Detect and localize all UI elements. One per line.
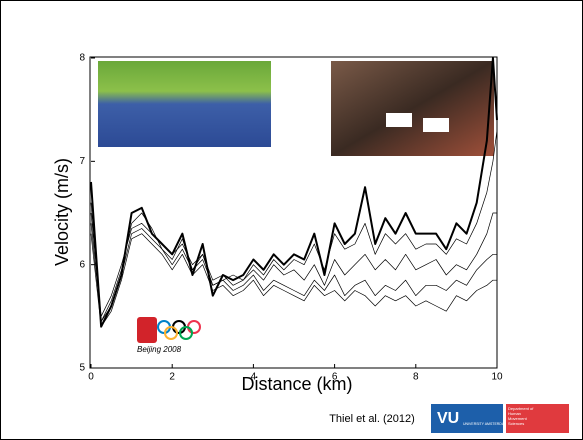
y-tick-label: 7	[79, 156, 85, 167]
olympic-text: Beijing 2008	[137, 345, 182, 354]
y-tick-label: 5	[79, 363, 85, 374]
y-tick-label: 6	[79, 259, 85, 270]
x-tick-label: 8	[413, 372, 419, 383]
olympic-logo: Beijing 2008	[137, 317, 200, 354]
vu-logo-text: VU	[437, 410, 459, 427]
bib	[423, 118, 449, 132]
department-text: Department of Human Movement Sciences	[508, 406, 538, 426]
series-line	[91, 130, 497, 321]
photo-race-track	[98, 61, 271, 147]
department-box: Department of Human Movement Sciences	[508, 406, 538, 432]
photo-runners	[331, 61, 494, 156]
citation: Thiel et al. (2012)	[329, 413, 415, 425]
university-text: UNIVERSITY AMSTERDAM	[463, 422, 507, 426]
x-tick-label: 2	[169, 372, 175, 383]
x-tick-label: 10	[491, 372, 503, 383]
x-tick-label: 6	[332, 372, 338, 383]
y-axis-label: Velocity (m/s)	[52, 158, 72, 266]
bib	[386, 113, 412, 127]
x-tick-label: 0	[88, 372, 94, 383]
y-tick-label: 8	[79, 53, 85, 64]
slide: Beijing 2008 Distance (km) Velocity (m/s…	[0, 0, 583, 440]
series-line	[91, 234, 497, 327]
x-tick-label: 4	[251, 372, 257, 383]
chart: Beijing 2008 Distance (km) Velocity (m/s…	[1, 1, 582, 439]
series-line	[91, 223, 497, 321]
